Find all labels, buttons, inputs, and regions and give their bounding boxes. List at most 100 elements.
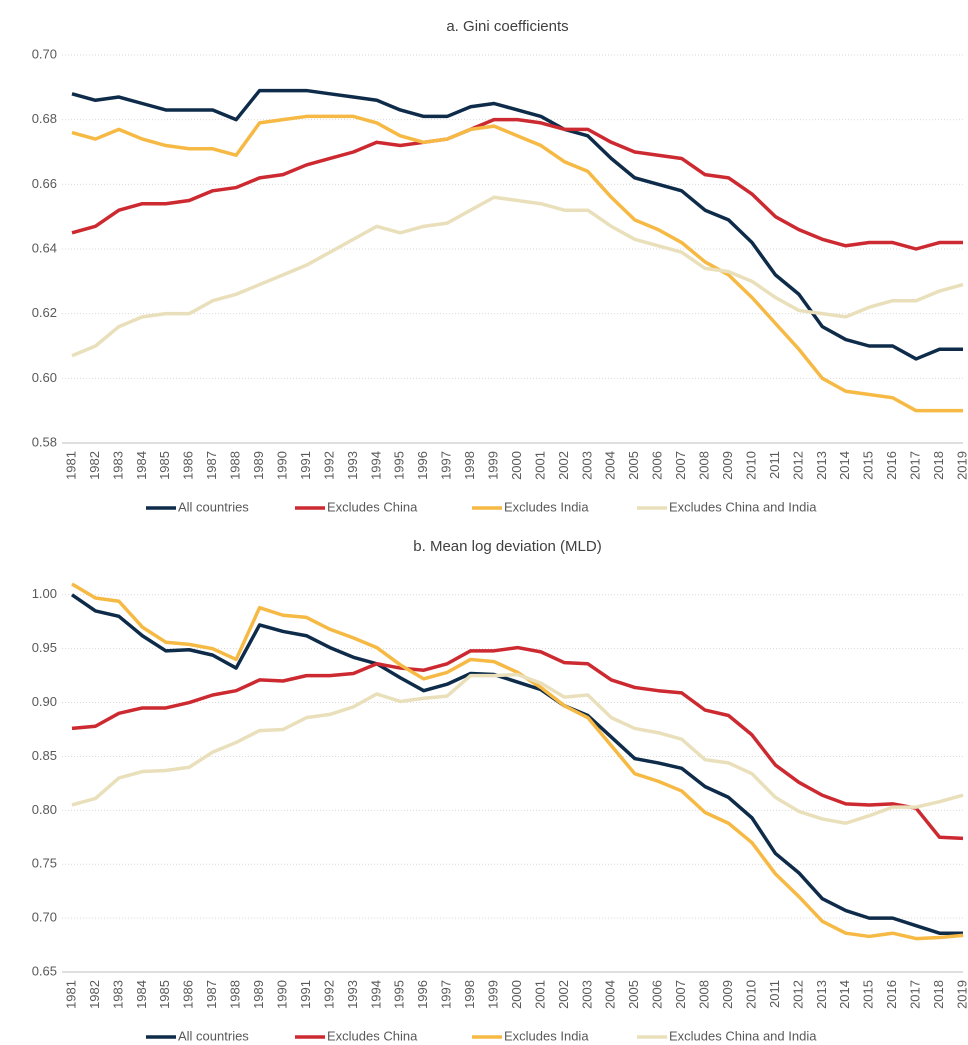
- x-tick-label: 2004: [603, 980, 618, 1009]
- x-tick-label: 2013: [814, 451, 829, 480]
- series-line: [71, 195, 964, 358]
- x-tick-label: 1984: [134, 451, 149, 480]
- series-line: [71, 593, 963, 935]
- legend-label: All countries: [178, 1028, 249, 1043]
- x-tick-label: 1987: [204, 980, 219, 1009]
- x-tick-label: 1985: [157, 980, 172, 1009]
- x-tick-label: 2006: [650, 980, 665, 1009]
- x-tick-label: 2019: [954, 980, 968, 1009]
- x-tick-label: 2018: [931, 980, 946, 1009]
- x-tick-label: 1987: [204, 451, 219, 480]
- legend-label: Excludes China: [327, 1028, 418, 1043]
- x-tick-label: 2012: [790, 451, 805, 480]
- series-line: [71, 645, 964, 841]
- x-tick-label: 1999: [485, 451, 500, 480]
- x-tick-label: 1995: [392, 980, 407, 1009]
- x-tick-label: 1994: [368, 451, 383, 480]
- x-tick-label: 2019: [954, 451, 968, 480]
- x-tick-label: 1985: [157, 451, 172, 480]
- y-tick-label: 0.95: [32, 640, 57, 655]
- series-line: [71, 582, 964, 941]
- y-tick-label: 0.70: [32, 46, 57, 61]
- legend-label: Excludes China and India: [669, 1028, 817, 1043]
- x-tick-label: 2009: [720, 980, 735, 1009]
- x-tick-label: 2015: [861, 980, 876, 1009]
- x-tick-label: 2006: [650, 451, 665, 480]
- x-tick-label: 1981: [63, 451, 78, 480]
- series-line: [71, 672, 964, 826]
- x-tick-label: 2017: [908, 451, 923, 480]
- x-tick-label: 1996: [415, 980, 430, 1009]
- x-tick-label: 2016: [884, 451, 899, 480]
- x-tick-label: 2005: [626, 980, 641, 1009]
- x-tick-label: 1991: [298, 451, 313, 480]
- x-tick-label: 1998: [462, 980, 477, 1009]
- x-tick-label: 1993: [345, 980, 360, 1009]
- series-line: [71, 88, 963, 361]
- y-tick-label: 0.62: [32, 305, 57, 320]
- legend-label: All countries: [178, 499, 249, 514]
- legend-label: Excludes India: [504, 1028, 589, 1043]
- x-tick-label: 1995: [392, 451, 407, 480]
- x-tick-label: 1997: [439, 980, 454, 1009]
- x-tick-label: 2002: [556, 980, 571, 1009]
- y-tick-label: 0.66: [32, 176, 57, 191]
- x-tick-label: 1997: [439, 451, 454, 480]
- x-tick-label: 1982: [87, 980, 102, 1009]
- x-tick-label: 2014: [837, 451, 852, 480]
- x-tick-label: 2016: [884, 980, 899, 1009]
- y-tick-label: 0.58: [32, 434, 57, 449]
- y-tick-label: 0.80: [32, 802, 57, 817]
- x-tick-label: 2009: [720, 451, 735, 480]
- x-tick-label: 2003: [579, 451, 594, 480]
- y-tick-label: 0.64: [32, 240, 57, 255]
- x-tick-label: 1982: [87, 451, 102, 480]
- x-tick-label: 2003: [579, 980, 594, 1009]
- x-tick-label: 1983: [110, 451, 125, 480]
- series-line: [71, 117, 963, 251]
- x-tick-label: 1998: [462, 451, 477, 480]
- x-tick-label: 1990: [274, 980, 289, 1009]
- x-tick-label: 2014: [837, 980, 852, 1009]
- legend-label: Excludes China and India: [669, 499, 817, 514]
- x-tick-label: 1986: [181, 451, 196, 480]
- x-tick-label: 2012: [790, 980, 805, 1009]
- x-tick-label: 1993: [345, 451, 360, 480]
- x-tick-label: 1999: [485, 980, 500, 1009]
- x-tick-label: 2011: [767, 451, 782, 479]
- chart-title: b. Mean log deviation (MLD): [413, 538, 601, 555]
- x-tick-label: 2002: [556, 451, 571, 480]
- x-tick-label: 2010: [743, 451, 758, 480]
- x-tick-label: 2000: [509, 451, 524, 480]
- x-tick-label: 2000: [509, 980, 524, 1009]
- x-tick-label: 2008: [697, 980, 712, 1009]
- series-line: [71, 114, 963, 413]
- y-tick-label: 0.90: [32, 694, 57, 709]
- x-tick-label: 2001: [532, 980, 547, 1009]
- y-tick-label: 0.65: [32, 963, 57, 978]
- x-tick-label: 1988: [228, 980, 243, 1009]
- x-tick-label: 1989: [251, 451, 266, 480]
- x-tick-label: 2001: [532, 451, 547, 480]
- x-tick-label: 1984: [134, 980, 149, 1009]
- x-tick-label: 2008: [697, 451, 712, 480]
- x-tick-label: 2018: [931, 451, 946, 480]
- legend-label: Excludes China: [327, 499, 418, 514]
- x-tick-label: 1983: [110, 980, 125, 1009]
- y-tick-label: 0.70: [32, 910, 57, 925]
- x-tick-label: 1986: [181, 980, 196, 1009]
- y-tick-label: 0.85: [32, 748, 57, 763]
- x-tick-label: 1989: [251, 980, 266, 1009]
- y-tick-label: 0.60: [32, 370, 57, 385]
- x-tick-label: 1988: [228, 451, 243, 480]
- legend-label: Excludes India: [504, 499, 589, 514]
- chart-title: a. Gini coefficients: [446, 18, 568, 35]
- x-tick-label: 2007: [673, 980, 688, 1009]
- x-tick-label: 2004: [603, 451, 618, 480]
- y-tick-label: 0.75: [32, 856, 57, 871]
- x-tick-label: 1992: [321, 451, 336, 480]
- x-tick-label: 2017: [908, 980, 923, 1009]
- x-tick-label: 1991: [298, 980, 313, 1009]
- x-tick-label: 2013: [814, 980, 829, 1009]
